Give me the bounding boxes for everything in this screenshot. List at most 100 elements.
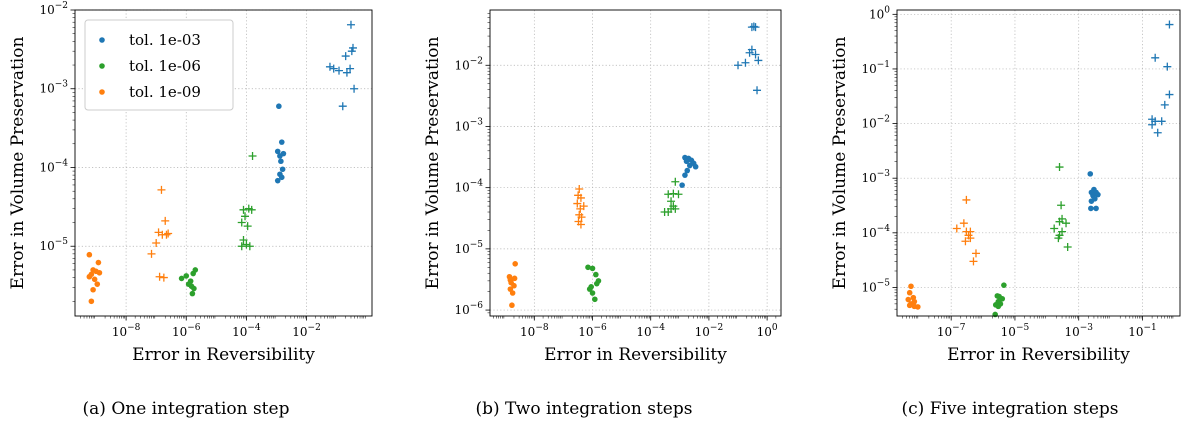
y-axis-label: Error in Volume Preservation bbox=[8, 37, 28, 290]
data-point bbox=[183, 273, 190, 279]
series-tol_1e-03-plus bbox=[734, 22, 763, 95]
series-tol_1e-09-dot bbox=[506, 261, 518, 309]
data-point bbox=[734, 61, 743, 70]
y-tick-label: 10−1 bbox=[861, 60, 890, 76]
data-point bbox=[679, 182, 685, 188]
plot-frame bbox=[489, 9, 782, 317]
y-tick-label: 10−5 bbox=[39, 237, 68, 253]
data-point bbox=[346, 64, 355, 73]
series-tol_1e-09-plus bbox=[952, 195, 980, 266]
data-point bbox=[999, 295, 1006, 302]
data-point bbox=[1057, 201, 1066, 210]
series-tol_1e-09-plus bbox=[573, 185, 588, 229]
data-point bbox=[682, 172, 688, 178]
data-point bbox=[86, 273, 93, 280]
data-point bbox=[671, 204, 680, 213]
data-point bbox=[325, 62, 334, 71]
y-tick-label: 10−5 bbox=[454, 240, 483, 256]
y-tick-label: 10−2 bbox=[39, 1, 68, 17]
data-point bbox=[239, 235, 248, 244]
data-point bbox=[1148, 120, 1157, 129]
data-point bbox=[1165, 20, 1174, 29]
data-point bbox=[576, 204, 585, 213]
data-point bbox=[1062, 219, 1071, 228]
data-point bbox=[592, 296, 598, 303]
data-point bbox=[961, 237, 970, 246]
data-point bbox=[159, 273, 168, 282]
data-point bbox=[147, 249, 156, 258]
data-point bbox=[162, 230, 171, 239]
data-point bbox=[576, 193, 585, 202]
data-point bbox=[178, 275, 185, 282]
data-point bbox=[589, 265, 596, 272]
data-point bbox=[962, 195, 971, 204]
data-point bbox=[1163, 62, 1172, 71]
y-tick-label: 10−5 bbox=[861, 278, 890, 294]
data-point bbox=[908, 283, 914, 290]
data-point bbox=[164, 229, 173, 238]
data-point bbox=[1088, 198, 1095, 204]
x-tick-label: 10−2 bbox=[695, 323, 724, 339]
legend-marker bbox=[99, 89, 105, 95]
data-point bbox=[96, 269, 103, 276]
data-point bbox=[90, 286, 96, 293]
data-point bbox=[1050, 224, 1059, 233]
data-point bbox=[669, 189, 678, 198]
legend-marker bbox=[99, 63, 105, 69]
data-point bbox=[248, 151, 257, 160]
data-point bbox=[1001, 282, 1007, 288]
data-point bbox=[280, 150, 287, 157]
series-tol_1e-06-dot bbox=[992, 282, 1007, 318]
data-point bbox=[1157, 117, 1166, 126]
data-point bbox=[338, 102, 347, 111]
data-point bbox=[346, 20, 355, 29]
y-tick-label: 10−4 bbox=[39, 158, 68, 174]
data-point bbox=[683, 158, 690, 165]
x-tick-label: 10−4 bbox=[636, 323, 665, 339]
data-point bbox=[906, 289, 913, 296]
data-point bbox=[247, 205, 256, 214]
x-tick-label: 10−1 bbox=[1128, 323, 1157, 339]
data-point bbox=[906, 302, 913, 309]
panel-b: 10−8 10−6 10−4 10−2 100 10−6 10−5 10−4 10−3 10−2 E… bbox=[423, 9, 782, 419]
data-point bbox=[593, 271, 599, 278]
legend-label: tol. 1e-06 bbox=[129, 57, 201, 75]
x-tick-label: 10−7 bbox=[937, 323, 966, 339]
data-point bbox=[189, 290, 196, 297]
x-axis-label: Error in Reversibility bbox=[132, 345, 315, 365]
y-tick-label: 10−6 bbox=[454, 301, 483, 317]
data-point bbox=[971, 249, 980, 258]
data-point bbox=[192, 267, 199, 273]
series-tol_1e-03-dot bbox=[679, 154, 699, 188]
data-point bbox=[155, 272, 164, 281]
data-point bbox=[995, 303, 1002, 310]
panel-caption: (c) Five integration steps bbox=[902, 399, 1119, 419]
data-point bbox=[1153, 128, 1162, 137]
data-point bbox=[157, 185, 166, 194]
x-tick-label: 10−4 bbox=[232, 323, 261, 339]
data-point bbox=[577, 213, 586, 222]
series-tol_1e-06-dot bbox=[178, 267, 199, 297]
y-tick-label: 10−2 bbox=[454, 56, 483, 72]
panel-caption: (a) One integration step bbox=[83, 399, 290, 419]
data-point bbox=[969, 257, 978, 266]
panel-c: 10−7 10−5 10−3 10−1 10−5 10−4 10−3 10−2 10−1 100 E… bbox=[830, 5, 1181, 419]
data-point bbox=[686, 162, 693, 169]
series-tol_1e-03-dot bbox=[1087, 171, 1101, 212]
x-axis-label: Error in Reversibility bbox=[947, 345, 1130, 365]
data-point bbox=[959, 219, 968, 228]
series-tol_1e-06-plus bbox=[660, 177, 683, 217]
y-axis-label: Error in Volume Preservation bbox=[830, 37, 850, 290]
series-tol_1e-06-plus bbox=[237, 151, 257, 251]
x-tick-label: 100 bbox=[757, 323, 778, 339]
data-point bbox=[573, 199, 582, 208]
plot-frame bbox=[74, 9, 373, 317]
y-tick-label: 10−4 bbox=[861, 224, 890, 240]
y-tick-label: 10−3 bbox=[454, 117, 483, 133]
data-point bbox=[94, 281, 101, 287]
data-point bbox=[152, 238, 161, 247]
data-point bbox=[511, 282, 517, 289]
data-point bbox=[185, 281, 192, 287]
data-point bbox=[335, 66, 344, 75]
data-point bbox=[674, 190, 683, 199]
